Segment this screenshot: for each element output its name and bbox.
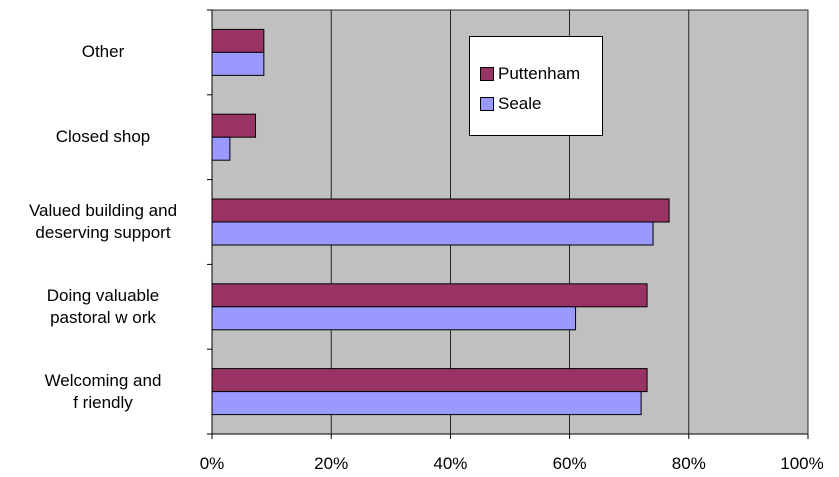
legend-label-puttenham: Puttenham — [498, 64, 581, 83]
x-tick-label: 60% — [552, 454, 587, 473]
category-label-line: Other — [81, 42, 125, 62]
category-label: Welcoming and f riendly — [3, 370, 203, 414]
legend-item-puttenham: Puttenham — [480, 64, 580, 84]
x-tick-label: 80% — [671, 454, 706, 473]
bar-puttenham-3 — [211, 283, 648, 308]
x-tick-label: 20% — [314, 454, 349, 473]
axes — [207, 9, 809, 439]
category-label-line: Closed shop — [55, 127, 151, 147]
bar-puttenham-0 — [211, 28, 265, 53]
category-label-line: Valued building and — [28, 201, 178, 220]
bar-seale-0 — [211, 51, 265, 76]
bar-seale-1 — [211, 136, 231, 161]
bar-seale-4 — [211, 391, 642, 416]
category-label: Other — [3, 41, 203, 63]
bar-puttenham-2 — [211, 198, 670, 223]
category-label-line: f riendly — [73, 392, 133, 412]
legend-swatch-puttenham — [480, 66, 494, 81]
category-label: Doing valuable pastoral w ork — [3, 285, 203, 329]
x-tick-label: 40% — [433, 454, 468, 473]
bar-seale-3 — [211, 306, 577, 331]
legend-label-seale: Seale — [498, 94, 542, 113]
bars — [211, 28, 670, 416]
x-tick-label: 100% — [780, 454, 824, 473]
bar-puttenham-4 — [211, 368, 648, 393]
category-label-line: pastoral w ork — [50, 307, 156, 327]
legend-item-seale: Seale — [480, 94, 541, 114]
bar-puttenham-1 — [211, 113, 257, 138]
category-label: Valued building and deserving support — [3, 200, 203, 244]
legend: Puttenham Seale — [469, 36, 603, 136]
x-tick-label: 0% — [199, 454, 225, 473]
category-label: Closed shop — [3, 126, 203, 148]
category-label-line: deserving support — [35, 223, 171, 242]
category-label-line: Doing valuable — [46, 285, 160, 305]
category-label-line: Welcoming and — [44, 370, 162, 390]
legend-swatch-seale — [480, 96, 494, 111]
bar-seale-2 — [211, 221, 654, 246]
